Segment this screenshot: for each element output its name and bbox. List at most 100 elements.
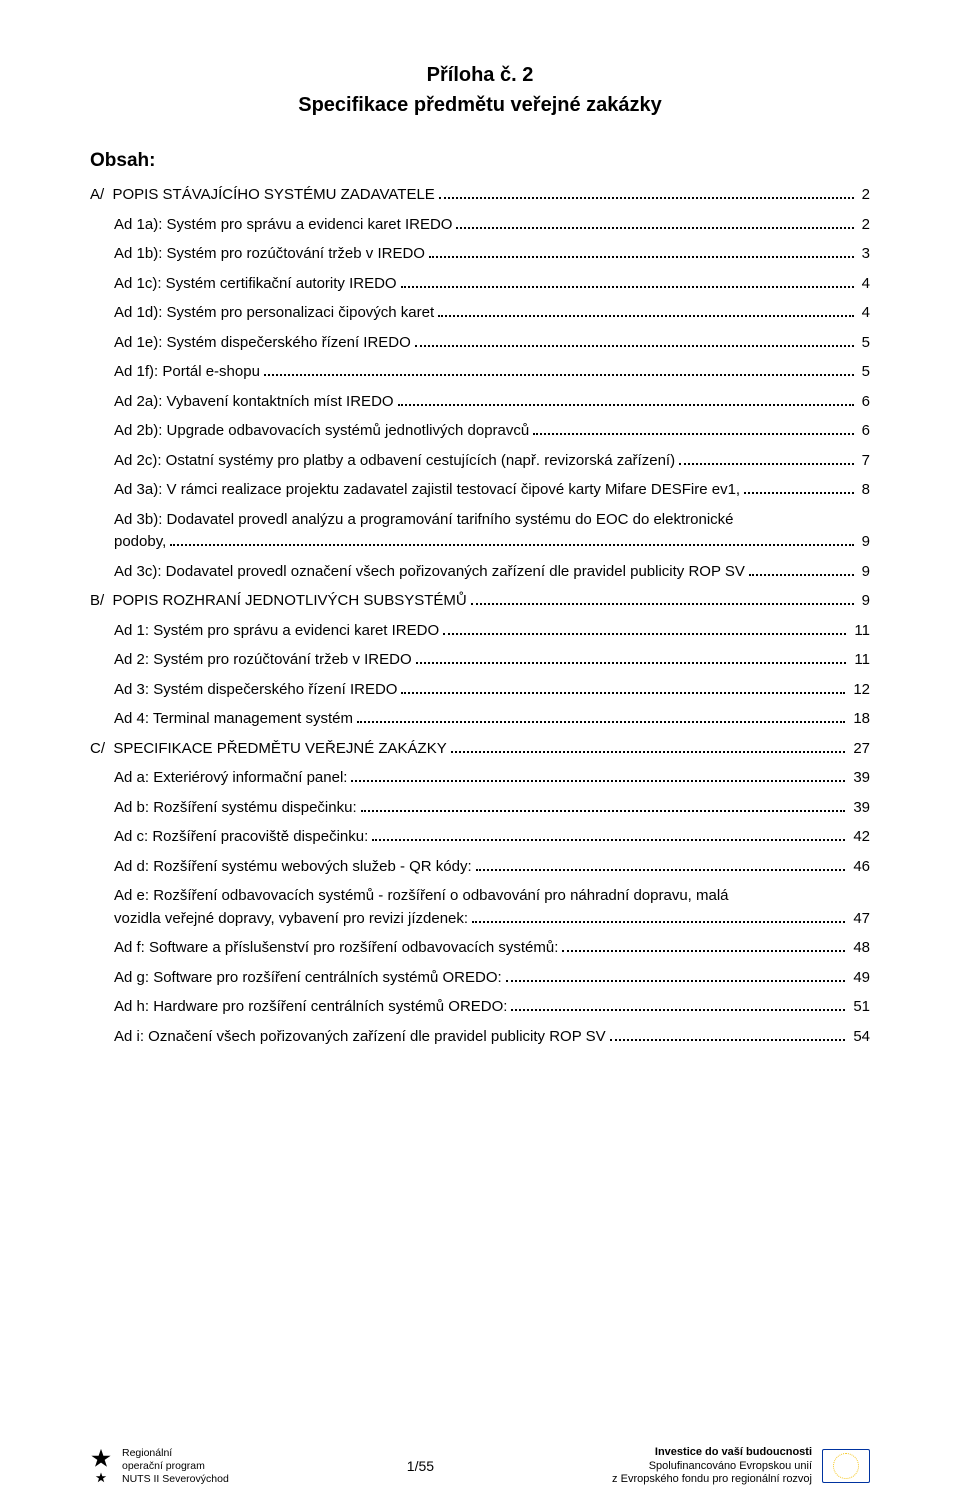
document-page: Příloha č. 2 Specifikace předmětu veřejn…: [0, 0, 960, 1506]
toc-entry: Ad 3b): Dodavatel provedl analýzu a prog…: [90, 509, 870, 554]
toc-page: 7: [858, 450, 870, 473]
toc-text: Ad 1: Systém pro správu a evidenci karet…: [114, 620, 439, 643]
toc-page: 2: [858, 214, 870, 237]
toc-page: 11: [850, 649, 870, 672]
toc-page: 2: [858, 184, 870, 207]
toc-leader: [415, 335, 854, 347]
toc-entry: Ad i: Označení všech pořizovaných zaříze…: [90, 1026, 870, 1049]
toc-leader: [451, 741, 846, 753]
toc-page: 18: [849, 708, 870, 731]
toc-leader: [398, 394, 854, 406]
title-line-1: Příloha č. 2: [90, 60, 870, 90]
toc-page: 4: [858, 273, 870, 296]
toc-entry: A/ POPIS STÁVAJÍCÍHO SYSTÉMU ZADAVATELE 2: [90, 184, 870, 207]
eu-line-2: Spolufinancováno Evropskou unií: [612, 1460, 812, 1473]
toc-page: 6: [858, 391, 870, 414]
toc-page: 8: [858, 479, 870, 502]
toc-last-line: vozidla veřejné dopravy, vybavení pro re…: [114, 908, 870, 931]
toc-page: 54: [849, 1026, 870, 1049]
toc-text: Ad 3c): Dodavatel provedl označení všech…: [114, 561, 745, 584]
toc-page: 12: [849, 679, 870, 702]
toc-text: podoby,: [114, 531, 166, 554]
page-number: 1/55: [229, 1458, 612, 1474]
toc-leader: [372, 829, 845, 841]
nuts-line-1: Regionální: [122, 1447, 229, 1460]
toc-text: Ad 1d): Systém pro personalizaci čipovýc…: [114, 302, 434, 325]
toc-leader: [744, 482, 854, 494]
toc-page: 5: [858, 332, 870, 355]
toc-text: Ad 1e): Systém dispečerského řízení IRED…: [114, 332, 411, 355]
footer-left: Regionální operační program NUTS II Seve…: [90, 1447, 229, 1485]
toc-text: Ad 4: Terminal management systém: [114, 708, 353, 731]
toc-leader: [264, 364, 854, 376]
eu-flag-icon: [822, 1449, 870, 1483]
toc-text: Ad 3a): V rámci realizace projektu zadav…: [114, 479, 740, 502]
toc-last-line: podoby, 9: [114, 531, 870, 554]
toc-page: 5: [858, 361, 870, 384]
toc-page: 6: [858, 420, 870, 443]
toc-page: 3: [858, 243, 870, 266]
toc-entry: Ad 2c): Ostatní systémy pro platby a odb…: [90, 450, 870, 473]
toc-text: Ad 1b): Systém pro rozúčtování tržeb v I…: [114, 243, 425, 266]
toc-leader: [562, 940, 845, 952]
toc-page: 48: [849, 937, 870, 960]
toc-text: Ad 2c): Ostatní systémy pro platby a odb…: [114, 450, 675, 473]
toc-text: Ad 1f): Portál e-shopu: [114, 361, 260, 384]
toc-leader: [170, 534, 853, 546]
toc-text: Ad 3b): Dodavatel provedl analýzu a prog…: [114, 509, 870, 532]
toc-entry: B/ POPIS ROZHRANÍ JEDNOTLIVÝCH SUBSYSTÉM…: [90, 590, 870, 613]
toc-entry: Ad b: Rozšíření systému dispečinku:39: [90, 797, 870, 820]
toc-leader: [401, 682, 845, 694]
toc-text: A/ POPIS STÁVAJÍCÍHO SYSTÉMU ZADAVATELE: [90, 184, 435, 207]
toc-page: 9: [858, 531, 870, 554]
page-footer: Regionální operační program NUTS II Seve…: [0, 1446, 960, 1486]
toc-text: Ad 1c): Systém certifikační autority IRE…: [114, 273, 397, 296]
toc-leader: [361, 800, 846, 812]
toc-entry: Ad 1d): Systém pro personalizaci čipovýc…: [90, 302, 870, 325]
toc-leader: [471, 593, 854, 605]
eu-text: Investice do vaší budoucnosti Spolufinan…: [612, 1446, 812, 1486]
toc-page: 9: [858, 561, 870, 584]
footer-right: Investice do vaší budoucnosti Spolufinan…: [612, 1446, 870, 1486]
toc-leader: [438, 305, 854, 317]
toc-entry: Ad 1e): Systém dispečerského řízení IRED…: [90, 332, 870, 355]
toc-entry: Ad 3a): V rámci realizace projektu zadav…: [90, 479, 870, 502]
toc-entry: Ad 1b): Systém pro rozúčtování tržeb v I…: [90, 243, 870, 266]
toc-leader: [357, 711, 845, 723]
nuts-text: Regionální operační program NUTS II Seve…: [122, 1447, 229, 1485]
toc-leader: [472, 911, 845, 923]
nuts-line-2: operační program: [122, 1460, 229, 1473]
toc-text: Ad d: Rozšíření systému webových služeb …: [114, 856, 472, 879]
toc-leader: [456, 217, 853, 229]
toc-entry: Ad a: Exteriérový informační panel:39: [90, 767, 870, 790]
toc-leader: [401, 276, 854, 288]
toc-page: 27: [849, 738, 870, 761]
toc-page: 11: [850, 620, 870, 643]
toc-entry: Ad 2: Systém pro rozúčtování tržeb v IRE…: [90, 649, 870, 672]
toc-entry: Ad 3c): Dodavatel provedl označení všech…: [90, 561, 870, 584]
toc-leader: [506, 970, 846, 982]
eu-line-1: Investice do vaší budoucnosti: [612, 1446, 812, 1459]
toc-entry: Ad c: Rozšíření pracoviště dispečinku:42: [90, 826, 870, 849]
toc-page: 4: [858, 302, 870, 325]
toc-entry: Ad 2a): Vybavení kontaktních míst IREDO 6: [90, 391, 870, 414]
title-block: Příloha č. 2 Specifikace předmětu veřejn…: [90, 60, 870, 120]
toc-entry: Ad h: Hardware pro rozšíření centrálních…: [90, 996, 870, 1019]
toc-text: Ad 2b): Upgrade odbavovacích systémů jed…: [114, 420, 529, 443]
toc-text: vozidla veřejné dopravy, vybavení pro re…: [114, 908, 468, 931]
toc-entry: Ad 2b): Upgrade odbavovacích systémů jed…: [90, 420, 870, 443]
toc-leader: [416, 652, 847, 664]
toc-text: Ad i: Označení všech pořizovaných zaříze…: [114, 1026, 606, 1049]
toc-entry: Ad g: Software pro rozšíření centrálních…: [90, 967, 870, 990]
toc-text: Ad 2: Systém pro rozúčtování tržeb v IRE…: [114, 649, 412, 672]
toc-leader: [476, 859, 846, 871]
toc-entry: Ad d: Rozšíření systému webových služeb …: [90, 856, 870, 879]
nuts-star-icon: [90, 1448, 112, 1484]
toc-page: 9: [858, 590, 870, 613]
toc-text: Ad h: Hardware pro rozšíření centrálních…: [114, 996, 507, 1019]
eu-line-3: z Evropského fondu pro regionální rozvoj: [612, 1473, 812, 1486]
toc-entry: Ad 1: Systém pro správu a evidenci karet…: [90, 620, 870, 643]
toc-text: Ad 2a): Vybavení kontaktních míst IREDO: [114, 391, 394, 414]
toc-page: 49: [849, 967, 870, 990]
toc-entry: Ad e: Rozšíření odbavovacích systémů - r…: [90, 885, 870, 930]
